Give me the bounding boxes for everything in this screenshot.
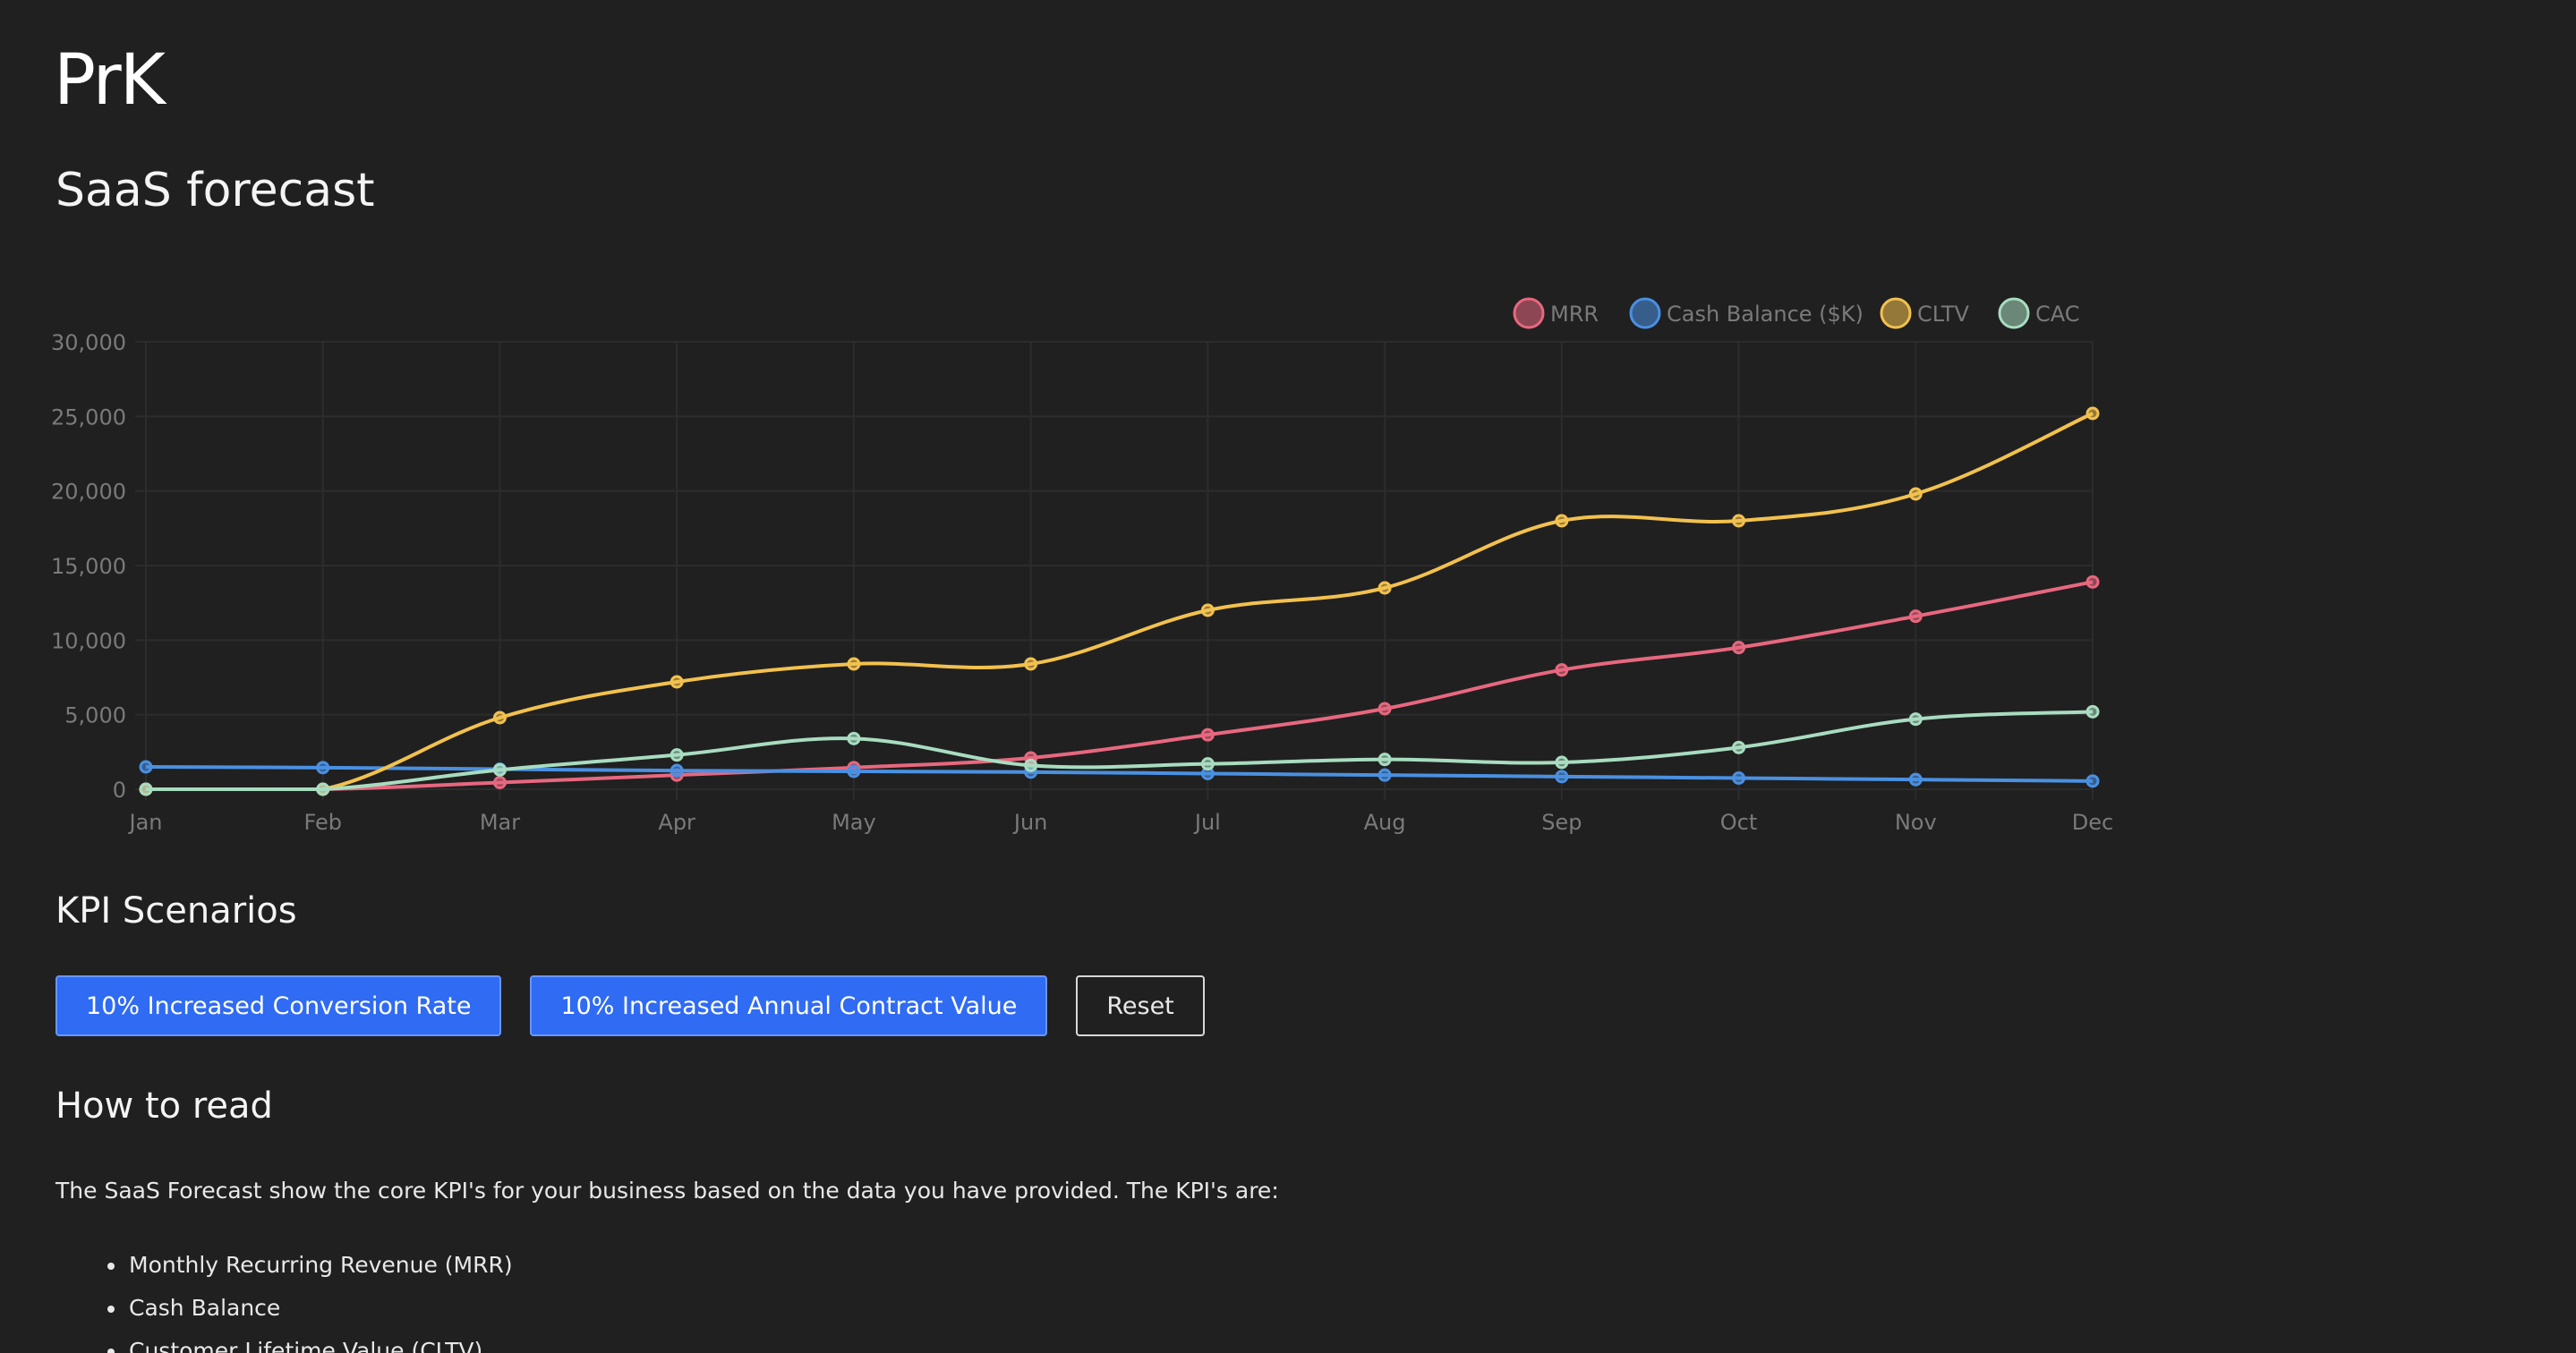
- data-point-mrr: [2086, 574, 2100, 589]
- y-tick-label: 15,000: [51, 554, 126, 579]
- data-point-mrr: [1378, 702, 1392, 716]
- x-tick-label: Jun: [1012, 810, 1048, 835]
- data-point-cltv: [670, 675, 684, 689]
- y-tick-label: 20,000: [51, 480, 126, 505]
- legend-swatch-cltv: [1880, 297, 1912, 329]
- data-point-mrr: [1200, 728, 1215, 742]
- y-tick-label: 5,000: [64, 703, 126, 728]
- data-point-mrr: [1555, 663, 1569, 677]
- legend-swatch-cash-balance-k: [1629, 297, 1661, 329]
- data-point-cac: [1732, 740, 1746, 754]
- data-point-cltv: [2086, 406, 2100, 421]
- data-point-cac: [670, 748, 684, 762]
- x-tick-label: Nov: [1895, 810, 1937, 835]
- data-point-cltv: [1555, 514, 1569, 528]
- data-point-cash-balance-k: [1555, 770, 1569, 784]
- legend-swatch-mrr: [1513, 297, 1545, 329]
- x-tick-label: Mar: [480, 810, 520, 835]
- data-point-cac: [1024, 758, 1038, 772]
- data-point-cash-balance-k: [2086, 774, 2100, 788]
- data-point-cltv: [492, 711, 507, 725]
- data-point-cac: [1555, 755, 1569, 770]
- data-point-mrr: [1908, 609, 1923, 624]
- data-point-cac: [847, 731, 861, 745]
- data-point-cac: [1200, 757, 1215, 771]
- data-point-cac: [492, 762, 507, 777]
- data-point-cash-balance-k: [670, 763, 684, 778]
- how-to-read-title: How to read: [55, 1085, 273, 1127]
- list-item: Cash Balance: [127, 1287, 513, 1330]
- x-tick-label: Apr: [658, 810, 695, 835]
- kpi-list: Monthly Recurring Revenue (MRR) Cash Bal…: [55, 1244, 513, 1353]
- how-to-read-intro: The SaaS Forecast show the core KPI's fo…: [55, 1178, 1279, 1204]
- y-tick-label: 0: [113, 778, 126, 803]
- data-point-cash-balance-k: [1378, 768, 1392, 782]
- data-point-cac: [1908, 712, 1923, 727]
- legend-label-cash-balance-k: Cash Balance ($K): [1667, 302, 1864, 327]
- x-tick-label: Dec: [2072, 810, 2113, 835]
- y-tick-label: 25,000: [51, 404, 126, 430]
- x-tick-label: Sep: [1541, 810, 1582, 835]
- data-point-cltv: [847, 657, 861, 671]
- data-point-mrr: [1732, 641, 1746, 655]
- reset-button[interactable]: Reset: [1076, 975, 1205, 1036]
- increased-contract-value-button[interactable]: 10% Increased Annual Contract Value: [530, 975, 1048, 1036]
- data-point-cash-balance-k: [316, 761, 330, 775]
- x-tick-label: Aug: [1364, 810, 1406, 835]
- data-point-cac: [2086, 704, 2100, 719]
- list-item: Monthly Recurring Revenue (MRR): [127, 1244, 513, 1287]
- data-point-cac: [139, 782, 153, 796]
- kpi-scenarios-title: KPI Scenarios: [55, 890, 297, 932]
- x-tick-label: Oct: [1720, 810, 1758, 835]
- data-point-cltv: [1024, 657, 1038, 671]
- legend-label-mrr: MRR: [1550, 302, 1599, 327]
- logo[interactable]: PrK: [54, 40, 166, 121]
- data-point-cltv: [1378, 581, 1392, 595]
- forecast-chart-svg: 0 5,000 10,000 15,000 20,000 25,000 30,000 Jan F…: [51, 297, 2113, 835]
- x-tick-label: Feb: [303, 810, 342, 835]
- x-tick-label: Jan: [128, 810, 163, 835]
- data-point-cash-balance-k: [1908, 772, 1923, 787]
- page-title: SaaS forecast: [55, 164, 375, 217]
- series-line-mrr: [145, 580, 2094, 792]
- y-tick-label: 10,000: [51, 628, 126, 653]
- data-point-cltv: [1200, 603, 1215, 617]
- data-point-cac: [1378, 753, 1392, 767]
- series-line-cac: [145, 710, 2094, 792]
- data-point-cash-balance-k: [139, 760, 153, 774]
- data-point-cltv: [1908, 487, 1923, 501]
- scenario-buttons: 10% Increased Conversion Rate 10% Increa…: [55, 975, 1205, 1036]
- series-line-cltv: [145, 412, 2094, 792]
- legend-swatch-cac: [1998, 297, 2030, 329]
- data-point-cash-balance-k: [1732, 771, 1746, 785]
- list-item: Customer Lifetime Value (CLTV): [127, 1330, 513, 1353]
- x-tick-label: Jul: [1193, 810, 1221, 835]
- series-line-cash-balance-k: [145, 765, 2094, 783]
- y-tick-label: 30,000: [51, 330, 126, 355]
- data-point-cash-balance-k: [847, 764, 861, 779]
- increased-conversion-rate-button[interactable]: 10% Increased Conversion Rate: [55, 975, 502, 1036]
- legend-label-cac: CAC: [2035, 302, 2080, 327]
- legend-label-cltv: CLTV: [1917, 302, 1969, 327]
- data-point-cltv: [1732, 514, 1746, 528]
- data-point-mrr: [492, 776, 507, 789]
- forecast-chart: 0 5,000 10,000 15,000 20,000 25,000 30,000 Jan F…: [0, 268, 2166, 859]
- x-tick-label: May: [832, 810, 876, 835]
- data-point-cac: [316, 782, 330, 796]
